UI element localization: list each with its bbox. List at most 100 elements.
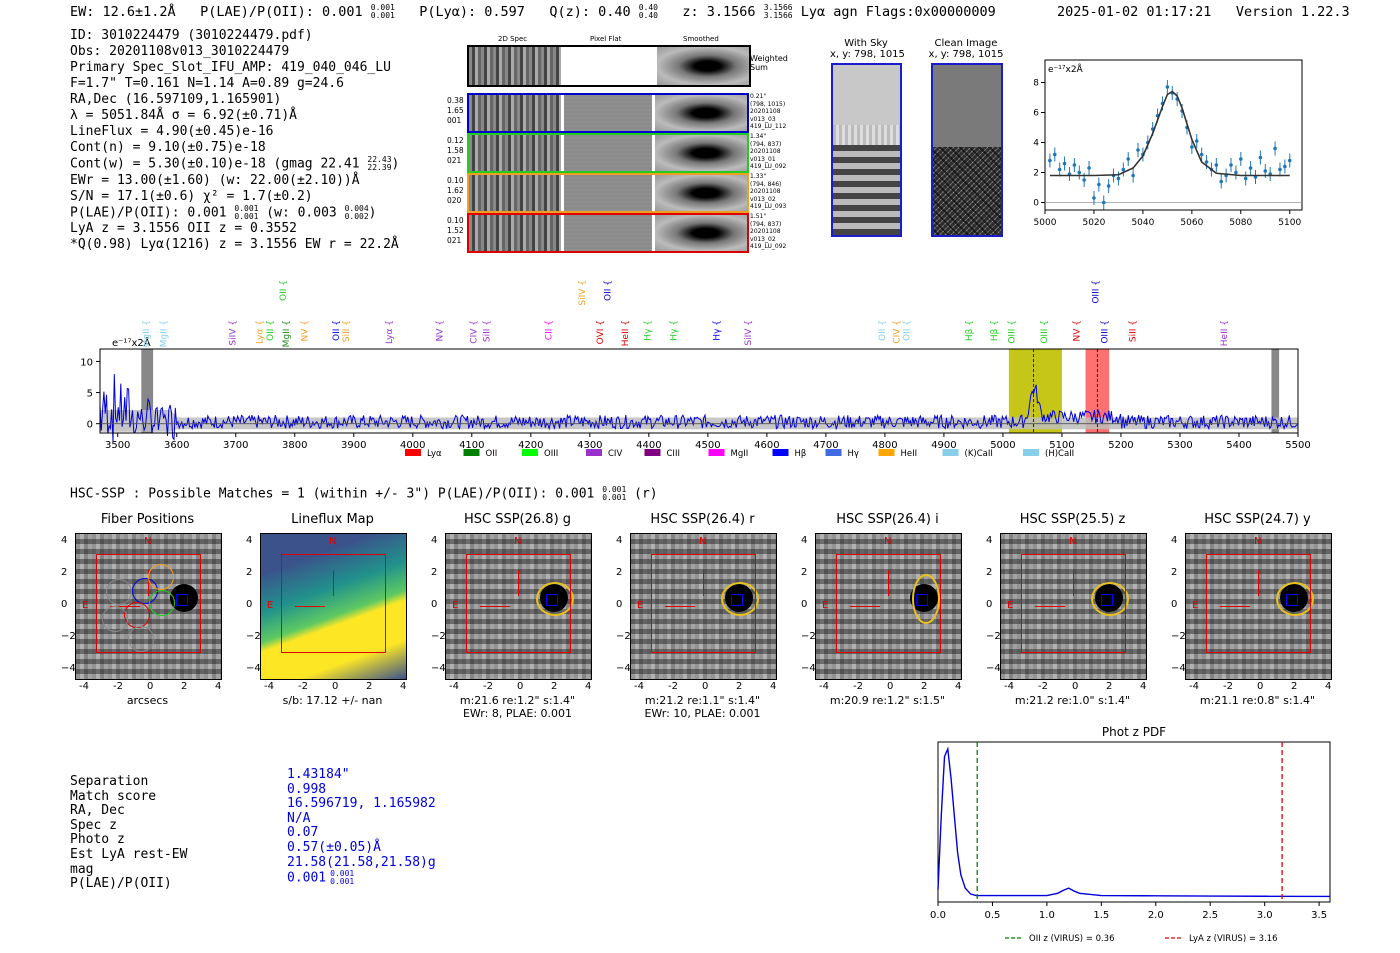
spectrum-legend-swatch — [772, 449, 789, 456]
info-lyaz: LyA z = 3.1556 OII z = 0.3552 — [70, 221, 297, 236]
spectrum-xtick-label: 5000 — [990, 440, 1015, 451]
cutout-caption: arcsecs — [126, 694, 169, 707]
linefit-point — [1057, 167, 1062, 172]
cutout-ytick-label: 2 — [1171, 567, 1178, 578]
spectrum-legend-label: Lyα — [427, 449, 442, 459]
cutout-fiber-box — [546, 594, 558, 606]
spectrum-legend-swatch — [522, 449, 538, 456]
spectrum-masked-band — [1271, 349, 1280, 433]
match-label: Match score — [70, 788, 157, 804]
linefit-point — [1121, 167, 1126, 172]
cutout-xtick-label: -4 — [1004, 681, 1014, 692]
cutout-caption: m:20.9 re:1.2" s:1.5" — [829, 694, 946, 707]
cutout-north-label: N — [329, 536, 337, 547]
cutout-aperture-ellipse — [1276, 582, 1314, 616]
cutout-title: HSC SSP(26.8) g — [463, 512, 572, 527]
cutout-xtick-label: 2 — [1291, 681, 1298, 692]
spectrum-line-label: NV { — [435, 320, 445, 341]
linefit-ytick-label: 6 — [1033, 109, 1039, 119]
header-qz: Q(z): 0.40 — [549, 4, 631, 20]
cutout-ytick-label: −2 — [616, 631, 631, 642]
cutout-xtick-label: 4 — [770, 681, 777, 692]
cutout-region-box — [651, 554, 756, 653]
linefit-model-curve — [1049, 90, 1290, 177]
spectrum-line-label: Hβ { — [990, 320, 1000, 341]
spectrum-line-label: OIII { — [1100, 320, 1110, 344]
fiber-row-right-label: 1.33" (794, 846) 20201108 v013_02 419_LU_093 — [750, 173, 786, 211]
match-label: Photo z — [70, 832, 125, 848]
line-fit-chart: e⁻¹⁷x2Å 5000 5020 5040 5060 5080 5100 0 2 4 6 8 — [1033, 59, 1303, 228]
cutout-ytick-label: 2 — [986, 567, 993, 578]
linefit-point — [1273, 146, 1277, 151]
with-sky-image — [831, 63, 902, 237]
cutout-xtick-label: -2 — [298, 681, 308, 692]
spectrum-line-label: Hβ { — [965, 320, 975, 341]
spectrum-xtick-label: 4200 — [518, 440, 543, 451]
cutout-north-label: N — [144, 536, 152, 547]
cutout-xtick-label: -2 — [483, 681, 493, 692]
fiber-smoothed — [655, 175, 747, 211]
spectrum-xtick-label: 3500 — [105, 440, 130, 451]
fiber-row-right-text: 1.34" — [750, 133, 767, 140]
header-plae-frac: 0.001 0.001 — [370, 3, 395, 20]
cutout-fiber-box — [731, 594, 743, 606]
linefit-point — [1283, 164, 1287, 169]
cutout-ytick-label: 0 — [986, 599, 993, 610]
spectrum-line-label: OII { — [878, 320, 888, 341]
linefit-point — [1165, 85, 1170, 89]
fiber-stamp-row-4 — [467, 213, 749, 253]
cutout-ytick-label: 4 — [1171, 535, 1178, 546]
info-id: ID: 3010224479 (3010224479.pdf) — [70, 28, 313, 43]
info-lineflux: LineFlux = 4.90(±0.45)e-16 — [70, 124, 274, 139]
fiber-row-left-label: 0.10 1.62 020 — [447, 176, 464, 206]
linefit-point — [1263, 169, 1268, 173]
spectrum-line-label: Lyα { — [255, 320, 265, 344]
photz-xtick-label: 1.0 — [1039, 910, 1055, 921]
cutout-title: HSC SSP(25.5) z — [1019, 512, 1126, 527]
spectrum-xtick-label: 4900 — [931, 440, 956, 451]
cutout-xtick-label: 0 — [887, 681, 894, 692]
cutout-ytick-label: 0 — [1171, 599, 1178, 610]
linefit-point — [1087, 166, 1091, 170]
cutout-aperture-ellipse — [721, 582, 759, 616]
cutout-xtick-label: -4 — [1189, 681, 1199, 692]
fiber-pixel-flat — [564, 135, 652, 171]
fiber-row-right-text: v013_02 — [750, 195, 776, 203]
fiber-row-right-text: (798, 1015) — [750, 100, 786, 108]
weighted-sum-stamp — [467, 45, 751, 87]
photz-pdf-chart: Phot z PDF 0.0 0.5 1.0 1.5 2.0 2.5 3.0 3.5 OII z … — [930, 725, 1331, 944]
spectrum-line-label: NV { — [1073, 320, 1083, 341]
info-ewr: EWr = 13.00(±1.60) (w: 22.00(±2.10))Å — [70, 172, 360, 188]
linefit-point — [1234, 170, 1238, 175]
match-value: 0.07 — [287, 825, 319, 841]
cutout-xtick-label: -4 — [634, 681, 644, 692]
fiber-row-left-text: 1.65 — [447, 106, 464, 115]
info-plae: P(LAE)/P(OII): 0.001 0.001 0.001 (w: 0.00… — [70, 203, 377, 221]
fiber-col-flat: Pixel Flat — [590, 35, 622, 43]
fiber-row-left-text: 0.10 — [447, 216, 464, 225]
spectrum-line-label: CIV { — [470, 320, 480, 344]
linefit-ytick-label: 0 — [1033, 199, 1039, 209]
spectrum-xtick-label: 5100 — [1049, 440, 1074, 451]
fiber-divider — [652, 95, 655, 131]
linefit-point — [1106, 184, 1111, 188]
spectrum-line-label: HeII { — [621, 320, 631, 346]
cutout-ytick-label: −2 — [986, 631, 1001, 642]
photz-title: Phot z PDF — [1102, 725, 1166, 739]
match-label: RA, Dec — [70, 803, 125, 819]
linefit-point — [1214, 163, 1219, 167]
fiber-position-circle — [128, 626, 154, 652]
header-z-frac: 3.1566 3.1566 — [763, 3, 793, 20]
cutout-crosshair-v — [703, 570, 704, 596]
spectrum-line-label: SiII { — [482, 320, 492, 342]
spectrum-line-label: CIV { — [893, 320, 903, 344]
spectrum-legend-swatch — [708, 449, 725, 456]
cutout-xtick-label: -4 — [449, 681, 459, 692]
match-plae-hi: 0.001 — [330, 869, 355, 879]
linefit-point — [1082, 178, 1086, 182]
fiber-row-left-text: 0.10 — [447, 176, 464, 185]
linefit-point — [1243, 176, 1248, 181]
fiber-divider — [652, 215, 655, 251]
